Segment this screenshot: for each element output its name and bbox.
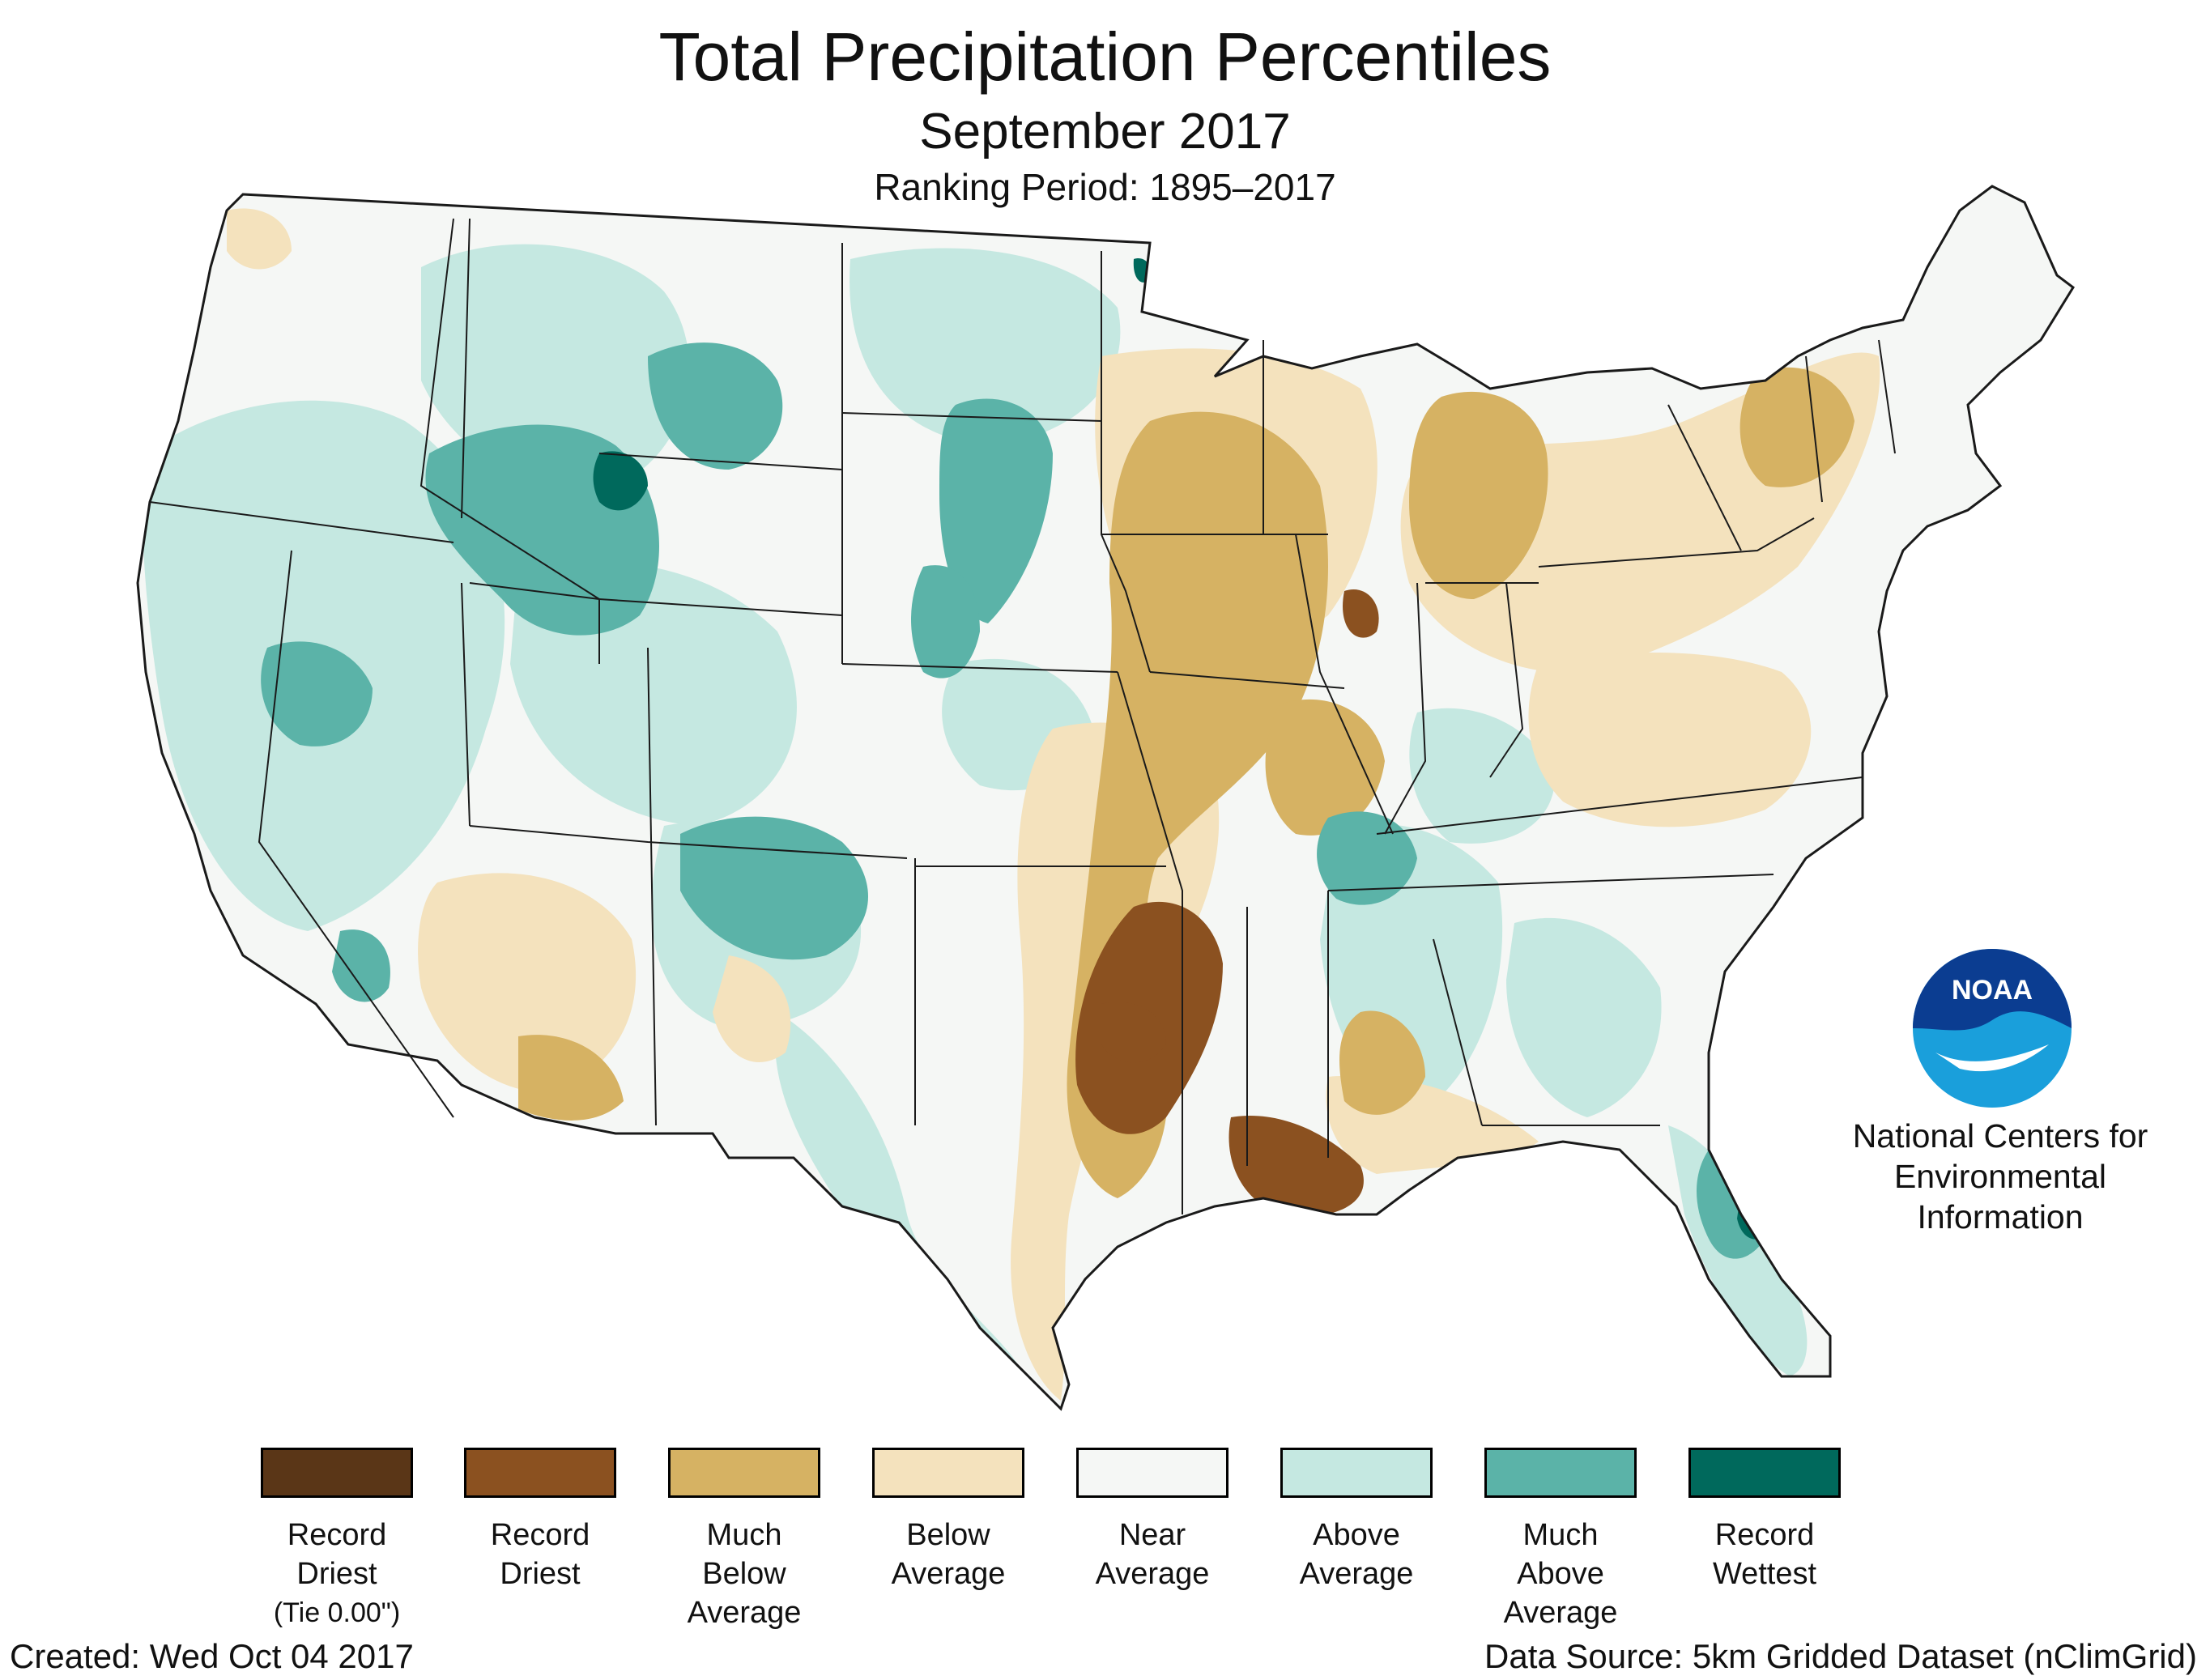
- legend-label: Below Average: [867, 1516, 1029, 1593]
- legend-label-line: Average: [1095, 1557, 1210, 1591]
- legend-item-much-below-average: Much Below Average: [663, 1448, 825, 1632]
- legend-label: Much Below Average: [663, 1516, 825, 1632]
- legend-label-line: Driest: [500, 1557, 581, 1591]
- legend-label-line: Much: [706, 1518, 782, 1552]
- legend-label-line: Above: [1313, 1518, 1400, 1552]
- noaa-logo-icon: NOAA: [1913, 949, 2072, 1108]
- legend-label-line: Record: [490, 1518, 590, 1552]
- legend-swatch: [1280, 1448, 1433, 1498]
- map-title: Total Precipitation Percentiles: [658, 19, 1552, 95]
- map-subtitle: September 2017: [919, 104, 1291, 159]
- legend-label-line: Wettest: [1712, 1557, 1817, 1591]
- legend-label: Record Driest (Tie 0.00"): [256, 1516, 418, 1632]
- data-source: Data Source: 5km Gridded Dataset (nClimG…: [1484, 1637, 2197, 1675]
- legend-swatch: [261, 1448, 413, 1498]
- legend-item-above-average: Above Average: [1275, 1448, 1437, 1593]
- ranking-period: Ranking Period: 1895–2017: [874, 166, 1336, 208]
- legend-swatch: [668, 1448, 820, 1498]
- legend-item-record-wettest: Record Wettest: [1684, 1448, 1846, 1593]
- organization-line-1: National Centers for: [1852, 1117, 2148, 1155]
- legend-label-line: Average: [891, 1557, 1006, 1591]
- noaa-logo: NOAA: [1911, 947, 2073, 1109]
- legend-label-line: (Tie 0.00"): [273, 1597, 401, 1628]
- legend-label: Record Driest: [459, 1516, 621, 1593]
- legend-item-record-driest-tie: Record Driest (Tie 0.00"): [256, 1448, 418, 1632]
- legend-label-line: Average: [687, 1596, 802, 1630]
- legend-swatch: [1688, 1448, 1841, 1498]
- legend-swatch: [1076, 1448, 1228, 1498]
- legend-swatch: [1484, 1448, 1637, 1498]
- legend-label: Record Wettest: [1684, 1516, 1846, 1593]
- organization-line-3: Information: [1917, 1198, 2084, 1236]
- legend-label-line: Much: [1522, 1518, 1599, 1552]
- noaa-logo-text: NOAA: [1952, 975, 2033, 1006]
- legend-label-line: Near: [1118, 1518, 1186, 1552]
- legend-item-near-average: Near Average: [1071, 1448, 1233, 1593]
- legend-item-below-average: Below Average: [867, 1448, 1029, 1593]
- legend-label: Much Above Average: [1480, 1516, 1642, 1632]
- organization-name: National Centers for Environmental Infor…: [1814, 1116, 2187, 1237]
- legend-label-line: Record: [1714, 1518, 1815, 1552]
- legend-label-line: Above: [1517, 1557, 1604, 1591]
- legend-label-line: Average: [1299, 1557, 1414, 1591]
- legend-label-line: Below: [702, 1557, 786, 1591]
- legend-label-line: Driest: [296, 1557, 377, 1591]
- legend-label: Above Average: [1275, 1516, 1437, 1593]
- legend-item-record-driest: Record Driest: [459, 1448, 621, 1593]
- legend-swatch: [872, 1448, 1024, 1498]
- legend-label-line: Record: [287, 1518, 387, 1552]
- legend-label-line: Average: [1503, 1596, 1618, 1630]
- legend-label: Near Average: [1071, 1516, 1233, 1593]
- created-date: Created: Wed Oct 04 2017: [10, 1637, 414, 1675]
- organization-line-2: Environmental: [1893, 1158, 2107, 1195]
- legend-swatch: [464, 1448, 616, 1498]
- legend-label-line: Below: [906, 1518, 990, 1552]
- legend-item-much-above-average: Much Above Average: [1480, 1448, 1642, 1632]
